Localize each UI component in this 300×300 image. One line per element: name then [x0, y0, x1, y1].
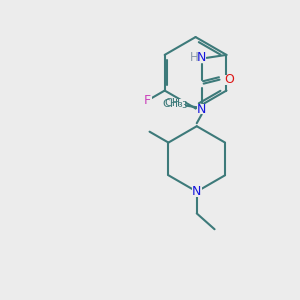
- Bar: [192, 187, 202, 196]
- Text: N: N: [197, 51, 206, 64]
- Bar: [197, 104, 207, 114]
- Text: 3: 3: [181, 101, 187, 110]
- Text: CH₃: CH₃: [163, 99, 183, 110]
- Text: N: N: [192, 185, 201, 198]
- Text: N: N: [197, 103, 206, 116]
- Bar: [142, 95, 152, 105]
- Bar: [161, 100, 185, 110]
- Bar: [184, 53, 206, 63]
- Text: F: F: [144, 94, 151, 107]
- Text: O: O: [224, 73, 234, 86]
- Text: CH: CH: [164, 98, 180, 108]
- Bar: [224, 75, 236, 85]
- Text: H: H: [189, 51, 198, 64]
